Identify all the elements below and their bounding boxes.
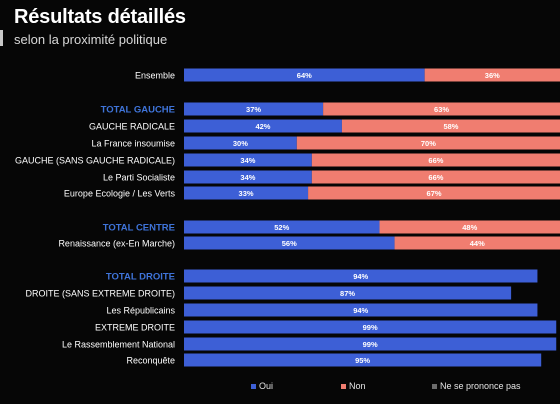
value-label-oui-europe-ecologie-les-verts: 33% <box>239 189 254 198</box>
category-label-les-republicains: Les Républicains <box>106 306 175 316</box>
legend-swatch-oui <box>251 383 256 389</box>
chart-title: Résultats détaillés <box>14 6 186 28</box>
value-label-oui-le-parti-socialiste: 34% <box>240 173 255 182</box>
category-label-renaissance-ex-en-marche: Renaissance (ex-En Marche) <box>58 239 175 249</box>
bar-oui-extreme-droite <box>184 320 557 334</box>
value-label-non-total-centre: 48% <box>462 223 477 232</box>
bar-non-total-gauche <box>323 102 560 116</box>
bar-oui-les-republicains <box>184 303 538 317</box>
bar-non-ensemble <box>424 68 560 82</box>
category-label-le-rassemblement-national: Le Rassemblement National <box>62 340 175 350</box>
legend-item-oui: Oui <box>251 381 273 391</box>
category-label-reconquete: Reconquête <box>126 356 175 366</box>
value-label-non-la-france-insoumise: 70% <box>421 139 436 148</box>
category-label-gauche-radicale: GAUCHE RADICALE <box>89 122 175 132</box>
value-label-non-ensemble: 36% <box>485 71 500 80</box>
bar-non-europe-ecologie-les-verts <box>308 186 560 200</box>
category-label-total-gauche: TOTAL GAUCHE <box>101 105 175 116</box>
chart-subtitle: selon la proximité politique <box>14 32 168 47</box>
bar-oui-europe-ecologie-les-verts <box>184 186 309 200</box>
value-label-non-europe-ecologie-les-verts: 67% <box>427 189 442 198</box>
value-label-non-le-parti-socialiste: 66% <box>428 173 443 182</box>
value-label-oui-la-france-insoumise: 30% <box>233 139 248 148</box>
legend-item-nsp: Ne se prononce pas <box>432 381 521 391</box>
bar-oui-droite-sans-extreme-droite <box>184 286 512 300</box>
value-label-oui-total-droite: 94% <box>353 272 368 281</box>
category-label-droite-sans-extreme-droite: DROITE (SANS EXTREME DROITE) <box>25 289 175 299</box>
category-label-total-droite: TOTAL DROITE <box>106 272 175 283</box>
value-label-oui-extreme-droite: 99% <box>363 323 378 332</box>
category-label-gauche-sans-gauche-radicale: GAUCHE (SANS GAUCHE RADICALE) <box>15 156 175 166</box>
bar-oui-ensemble <box>184 68 425 82</box>
bar-non-renaissance-ex-en-marche <box>394 236 560 250</box>
value-label-oui-ensemble: 64% <box>297 71 312 80</box>
bar-oui-renaissance-ex-en-marche <box>184 236 395 250</box>
bar-oui-le-rassemblement-national <box>184 337 557 351</box>
legend-label-non: Non <box>349 381 366 391</box>
bar-oui-le-parti-socialiste <box>184 170 312 184</box>
bar-non-le-parti-socialiste <box>311 170 560 184</box>
category-label-la-france-insoumise: La France insoumise <box>91 139 175 149</box>
bar-oui-total-centre <box>184 220 380 234</box>
value-label-oui-renaissance-ex-en-marche: 56% <box>282 239 297 248</box>
legend-label-oui: Oui <box>259 381 274 391</box>
category-label-europe-ecologie-les-verts: Europe Ecologie / Les Verts <box>64 189 176 199</box>
category-label-total-centre: TOTAL CENTRE <box>103 223 175 234</box>
bar-oui-gauche-sans-gauche-radicale <box>184 153 312 167</box>
value-label-oui-gauche-radicale: 42% <box>255 122 270 131</box>
category-label-le-parti-socialiste: Le Parti Socialiste <box>103 173 175 183</box>
category-label-ensemble: Ensemble <box>135 71 175 81</box>
bar-oui-gauche-radicale <box>184 119 342 133</box>
value-label-non-renaissance-ex-en-marche: 44% <box>470 239 485 248</box>
value-label-non-total-gauche: 63% <box>434 105 449 114</box>
value-label-oui-les-republicains: 94% <box>353 306 368 315</box>
legend-swatch-non <box>341 383 346 389</box>
value-label-non-gauche-radicale: 58% <box>443 122 458 131</box>
left-edge-mark <box>0 30 3 46</box>
bar-non-la-france-insoumise <box>296 136 560 150</box>
value-label-oui-le-rassemblement-national: 99% <box>363 340 378 349</box>
value-label-oui-total-gauche: 37% <box>246 105 261 114</box>
bar-non-total-centre <box>379 220 560 234</box>
value-label-non-gauche-sans-gauche-radicale: 66% <box>428 156 443 165</box>
bar-oui-reconquete <box>184 353 542 367</box>
value-label-oui-droite-sans-extreme-droite: 87% <box>340 289 355 298</box>
bar-oui-total-gauche <box>184 102 324 116</box>
bar-non-gauche-radicale <box>341 119 560 133</box>
legend-label-nsp: Ne se prononce pas <box>440 381 521 391</box>
category-label-extreme-droite: EXTREME DROITE <box>95 323 175 333</box>
value-label-oui-gauche-sans-gauche-radicale: 34% <box>240 156 255 165</box>
legend-item-non: Non <box>341 381 366 391</box>
bar-non-gauche-sans-gauche-radicale <box>311 153 560 167</box>
bar-oui-la-france-insoumise <box>184 136 297 150</box>
value-label-oui-total-centre: 52% <box>274 223 289 232</box>
legend-swatch-nsp <box>432 383 437 389</box>
legend: Oui Non Ne se prononce pas <box>0 381 560 395</box>
value-label-oui-reconquete: 95% <box>355 356 370 365</box>
bar-oui-total-droite <box>184 269 538 283</box>
